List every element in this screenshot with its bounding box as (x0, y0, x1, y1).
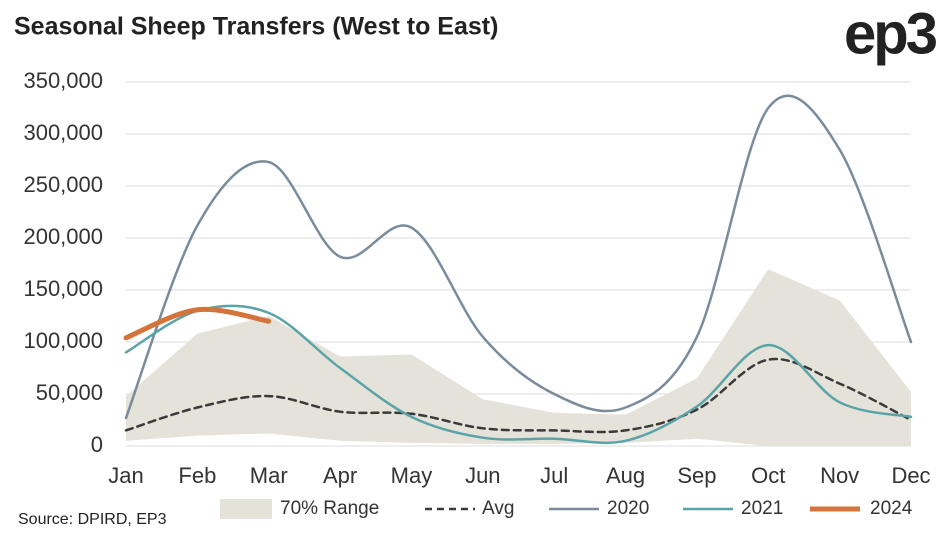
x-tick-label: May (391, 463, 433, 488)
x-tick-label: Sep (677, 463, 716, 488)
y-tick-label: 200,000 (23, 224, 103, 249)
x-tick-label: Aug (606, 463, 645, 488)
legend-label: 2024 (870, 498, 913, 519)
legend-label: 2020 (607, 498, 649, 519)
line-series (123, 306, 272, 341)
x-tick-label: Oct (751, 463, 785, 488)
legend-label: 2021 (741, 498, 783, 519)
line-series (124, 357, 913, 434)
x-tick-label: Dec (891, 463, 930, 488)
logo: ep3 (844, 1, 937, 66)
y-tick-label: 100,000 (23, 328, 103, 353)
x-tick-label: Mar (250, 463, 288, 488)
y-tick-label: 150,000 (23, 276, 103, 301)
line-series (124, 94, 913, 420)
range-area (126, 269, 911, 446)
x-tick-label: Jan (108, 463, 143, 488)
legend-label: Avg (482, 498, 514, 519)
x-tick-label: Jun (465, 463, 500, 488)
legend-swatch (220, 499, 272, 519)
chart-title: Seasonal Sheep Transfers (West to East) (14, 13, 498, 41)
y-tick-label: 0 (91, 432, 103, 457)
source: Source: DPIRD, EP3 (18, 511, 167, 528)
x-tick-label: Feb (178, 463, 216, 488)
x-tick-label: Nov (820, 463, 859, 488)
y-tick-label: 300,000 (23, 120, 103, 145)
y-tick-label: 250,000 (23, 172, 103, 197)
y-tick-label: 350,000 (23, 68, 103, 93)
legend-label: 70% Range (280, 498, 379, 519)
x-tick-label: Apr (323, 463, 357, 488)
y-tick-label: 50,000 (36, 380, 103, 405)
line-series (124, 304, 913, 445)
x-tick-label: Jul (540, 463, 568, 488)
